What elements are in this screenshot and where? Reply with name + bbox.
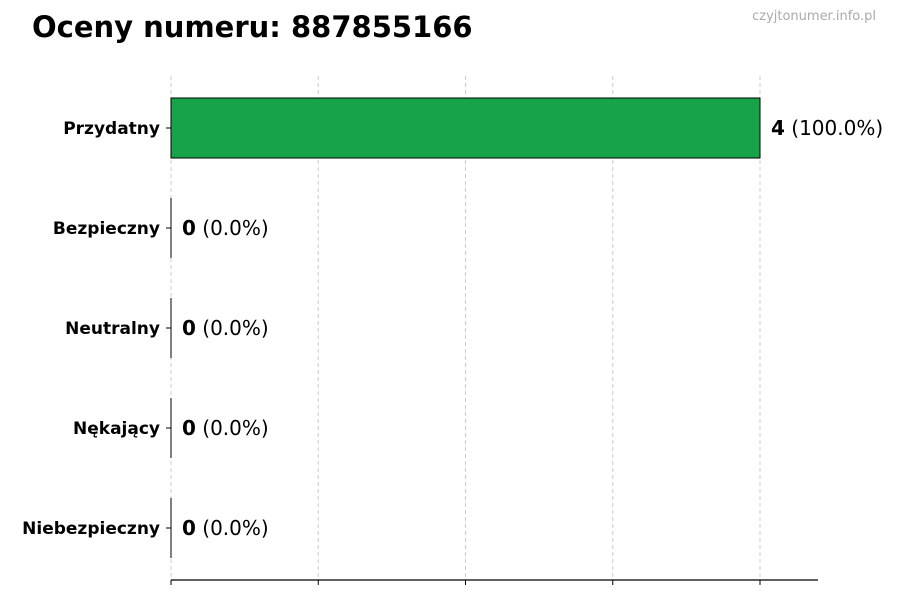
y-tick-label: Niebezpieczny bbox=[22, 519, 160, 539]
data-label-percent: (0.0%) bbox=[196, 216, 269, 240]
data-label: 0 (0.0%) bbox=[182, 316, 269, 340]
data-label-count: 0 bbox=[182, 516, 196, 540]
y-tick-label: Przydatny bbox=[63, 119, 160, 139]
y-tick-label: Neutralny bbox=[65, 319, 160, 339]
y-tick-label: Bezpieczny bbox=[53, 219, 160, 239]
data-label: 4 (100.0%) bbox=[771, 116, 883, 140]
bar bbox=[170, 97, 761, 159]
data-label-percent: (0.0%) bbox=[196, 416, 269, 440]
data-label-count: 4 bbox=[771, 116, 785, 140]
data-label-percent: (100.0%) bbox=[785, 116, 883, 140]
data-label: 0 (0.0%) bbox=[182, 416, 269, 440]
watermark: czyjtonumer.info.pl bbox=[752, 9, 876, 24]
data-label-percent: (0.0%) bbox=[196, 316, 269, 340]
data-label-count: 0 bbox=[182, 416, 196, 440]
chart-title: Oceny numeru: 887855166 bbox=[32, 10, 473, 44]
data-label: 0 (0.0%) bbox=[182, 516, 269, 540]
data-label-count: 0 bbox=[182, 316, 196, 340]
data-label-percent: (0.0%) bbox=[196, 516, 269, 540]
data-label-count: 0 bbox=[182, 216, 196, 240]
data-label: 0 (0.0%) bbox=[182, 216, 269, 240]
y-tick-label: Nękający bbox=[73, 419, 160, 439]
